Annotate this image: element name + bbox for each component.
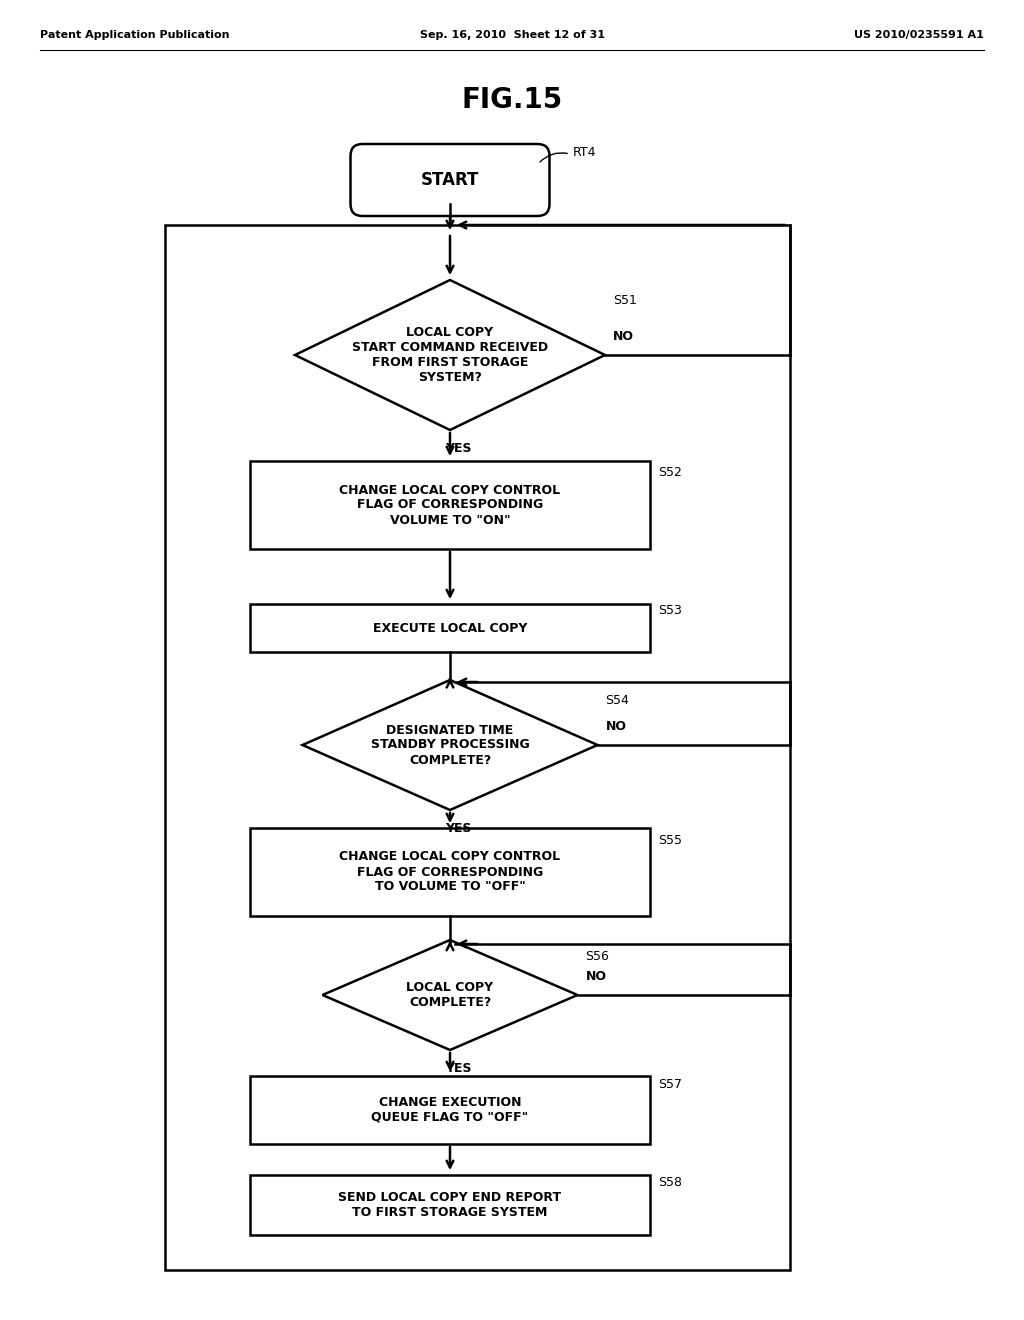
Text: S52: S52 — [658, 466, 682, 479]
Text: FIG.15: FIG.15 — [462, 86, 562, 114]
Text: S57: S57 — [658, 1078, 682, 1092]
Text: S53: S53 — [658, 603, 682, 616]
Text: DESIGNATED TIME
STANDBY PROCESSING
COMPLETE?: DESIGNATED TIME STANDBY PROCESSING COMPL… — [371, 723, 529, 767]
Text: US 2010/0235591 A1: US 2010/0235591 A1 — [854, 30, 984, 40]
FancyBboxPatch shape — [250, 461, 650, 549]
Text: RT4: RT4 — [573, 145, 597, 158]
Text: Sep. 16, 2010  Sheet 12 of 31: Sep. 16, 2010 Sheet 12 of 31 — [420, 30, 604, 40]
FancyBboxPatch shape — [350, 144, 550, 216]
Text: S54: S54 — [605, 693, 630, 706]
Polygon shape — [323, 940, 578, 1049]
Text: EXECUTE LOCAL COPY: EXECUTE LOCAL COPY — [373, 622, 527, 635]
Text: NO: NO — [586, 970, 606, 983]
Text: S51: S51 — [613, 293, 637, 306]
Text: YES: YES — [444, 1061, 471, 1074]
FancyBboxPatch shape — [250, 1175, 650, 1236]
Text: CHANGE LOCAL COPY CONTROL
FLAG OF CORRESPONDING
TO VOLUME TO "OFF": CHANGE LOCAL COPY CONTROL FLAG OF CORRES… — [339, 850, 560, 894]
Text: CHANGE LOCAL COPY CONTROL
FLAG OF CORRESPONDING
VOLUME TO "ON": CHANGE LOCAL COPY CONTROL FLAG OF CORRES… — [339, 483, 560, 527]
Polygon shape — [295, 280, 605, 430]
FancyBboxPatch shape — [165, 224, 790, 1270]
Text: CHANGE EXECUTION
QUEUE FLAG TO "OFF": CHANGE EXECUTION QUEUE FLAG TO "OFF" — [372, 1096, 528, 1125]
Text: S56: S56 — [586, 950, 609, 964]
Text: YES: YES — [444, 821, 471, 834]
Text: SEND LOCAL COPY END REPORT
TO FIRST STORAGE SYSTEM: SEND LOCAL COPY END REPORT TO FIRST STOR… — [339, 1191, 561, 1218]
Text: LOCAL COPY
COMPLETE?: LOCAL COPY COMPLETE? — [407, 981, 494, 1008]
Text: Patent Application Publication: Patent Application Publication — [40, 30, 229, 40]
Text: S55: S55 — [658, 833, 682, 846]
Text: NO: NO — [605, 721, 627, 734]
FancyBboxPatch shape — [250, 828, 650, 916]
FancyBboxPatch shape — [250, 1076, 650, 1144]
FancyBboxPatch shape — [250, 605, 650, 652]
Text: START: START — [421, 172, 479, 189]
Text: NO: NO — [613, 330, 634, 343]
Text: S58: S58 — [658, 1176, 682, 1189]
Polygon shape — [302, 680, 597, 810]
Text: YES: YES — [444, 441, 471, 454]
Text: LOCAL COPY
START COMMAND RECEIVED
FROM FIRST STORAGE
SYSTEM?: LOCAL COPY START COMMAND RECEIVED FROM F… — [352, 326, 548, 384]
